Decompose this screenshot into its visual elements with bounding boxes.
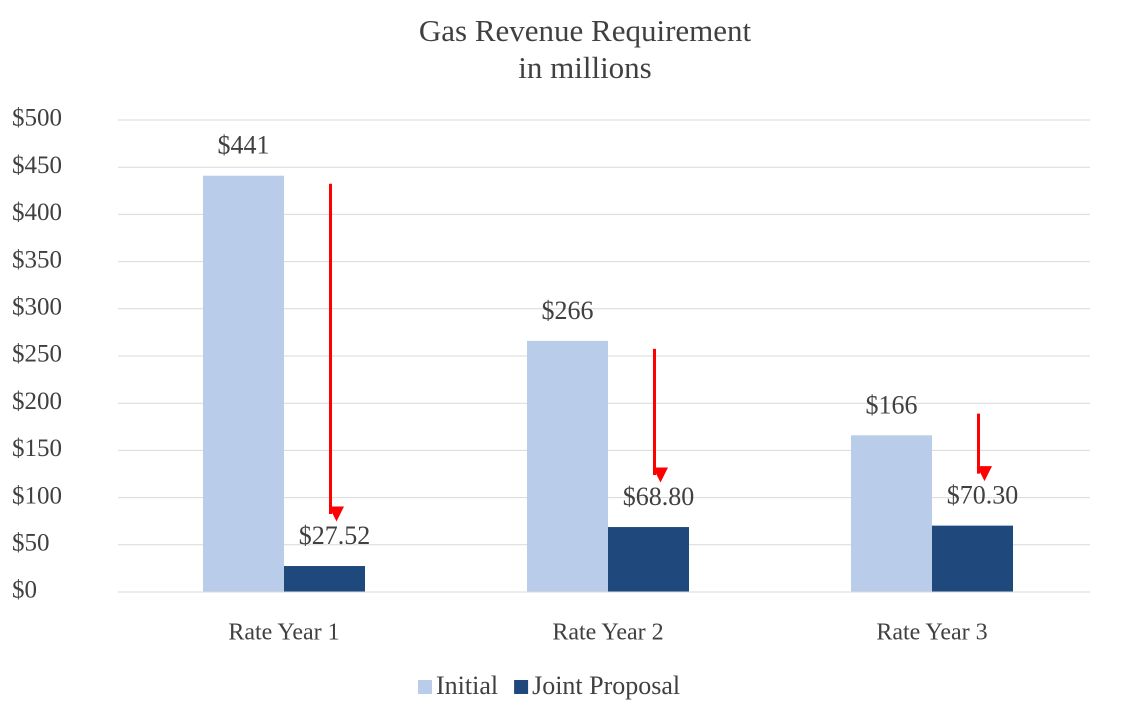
y-tick-label: $150 <box>12 435 62 462</box>
value-label: $68.80 <box>623 482 695 511</box>
chart-subtitle: in millions <box>518 50 652 85</box>
chart-title: Gas Revenue Requirement <box>419 13 752 48</box>
y-tick-label: $100 <box>12 482 62 509</box>
y-tick-label: $450 <box>12 152 62 179</box>
bar <box>608 527 689 592</box>
value-label: $266 <box>542 296 594 325</box>
bar <box>203 175 284 593</box>
bar <box>527 340 608 592</box>
bar <box>851 435 932 592</box>
y-tick-label: $500 <box>12 105 62 132</box>
x-tick-label: Rate Year 1 <box>228 620 339 646</box>
y-tick-label: $300 <box>12 294 62 321</box>
value-label: $70.30 <box>947 481 1019 510</box>
y-tick-label: $400 <box>12 199 62 226</box>
y-tick-label: $200 <box>12 388 62 415</box>
y-tick-label: $0 <box>12 577 37 604</box>
y-tick-label: $350 <box>12 246 62 273</box>
y-tick-label: $250 <box>12 341 62 368</box>
x-tick-label: Rate Year 3 <box>876 620 987 646</box>
value-label: $166 <box>866 390 918 419</box>
value-label: $441 <box>218 131 270 160</box>
legend-swatch <box>514 680 529 694</box>
legend-label: Joint Proposal <box>532 671 680 700</box>
x-tick-label: Rate Year 2 <box>552 620 663 646</box>
y-tick-label: $50 <box>12 530 50 557</box>
legend-swatch <box>418 680 432 694</box>
bar <box>932 525 1013 592</box>
value-label: $27.52 <box>299 521 371 550</box>
bar <box>284 566 365 592</box>
legend-label: Initial <box>436 671 498 700</box>
